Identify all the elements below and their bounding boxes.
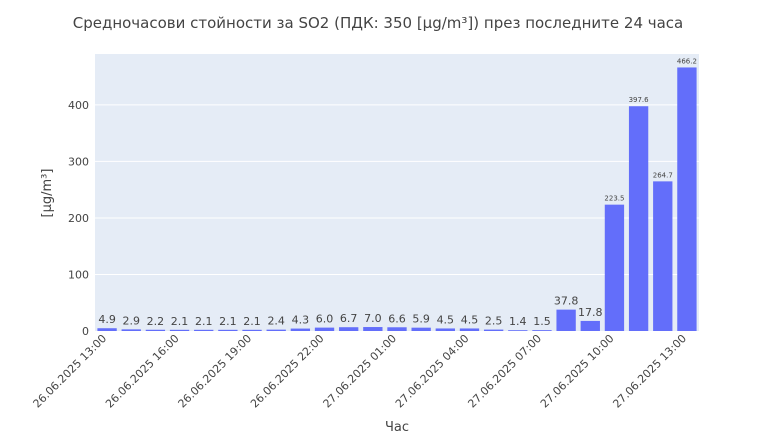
bars — [97, 67, 697, 331]
bar-value-label: 5.9 — [412, 313, 430, 326]
bar-value-label: 397.6 — [629, 96, 650, 104]
bar — [218, 329, 238, 331]
bar — [459, 328, 480, 331]
x-tick-label: 27.06.2025 07:00 — [465, 332, 544, 411]
x-tick-label: 26.06.2025 16:00 — [103, 332, 182, 411]
bar — [339, 327, 359, 331]
bar — [194, 329, 214, 331]
y-axis-ticks: 0 100 200 300 400 — [68, 99, 89, 338]
bar — [556, 309, 576, 331]
x-axis-title: Час — [385, 420, 409, 432]
bar-value-label: 264.7 — [653, 171, 673, 179]
bar-value-label: 4.5 — [437, 313, 455, 326]
bar — [169, 329, 190, 331]
bar — [387, 327, 407, 331]
bar-value-label: 6.6 — [388, 312, 406, 325]
bar-value-label: 6.7 — [340, 312, 358, 325]
x-tick-label: 27.06.2025 04:00 — [393, 332, 472, 411]
bar — [604, 204, 625, 331]
bar-value-label: 1.4 — [509, 315, 527, 328]
plot-area — [95, 54, 699, 331]
bar-value-label: 2.4 — [267, 315, 285, 328]
bar — [290, 328, 311, 331]
bar-value-label: 223.5 — [604, 195, 624, 203]
bar-value-label: 2.1 — [219, 315, 237, 328]
bar-value-labels: 4.9 2.9 2.2 2.1 2.1 2.1 2.1 2.4 4.3 6.0 6.7 7.0 6.6 5… — [98, 57, 697, 328]
bar — [266, 329, 286, 331]
x-tick-label: 26.06.2025 22:00 — [248, 332, 327, 411]
bar-value-label: 4.5 — [461, 313, 479, 326]
bar-value-label: 466.2 — [677, 57, 697, 65]
bar-value-label: 37.8 — [554, 295, 579, 308]
bar-value-label: 2.1 — [195, 315, 213, 328]
bar — [532, 330, 552, 331]
x-tick-label: 27.06.2025 13:00 — [610, 332, 689, 411]
y-tick-label: 300 — [68, 155, 89, 168]
bar — [677, 67, 697, 331]
bar — [508, 330, 528, 331]
bar — [363, 327, 383, 331]
y-axis-title: [µg/m³] — [40, 169, 55, 218]
bar — [580, 320, 600, 331]
bar — [121, 329, 141, 331]
bar — [435, 328, 455, 331]
bar-value-label: 2.5 — [485, 315, 503, 328]
bar-value-label: 2.9 — [122, 314, 140, 327]
bar — [628, 106, 649, 331]
bar-value-label: 1.5 — [533, 315, 551, 328]
bar-value-label: 2.2 — [147, 315, 165, 328]
bar — [97, 328, 117, 331]
bar-value-label: 4.9 — [98, 313, 116, 326]
x-tick-label: 27.06.2025 10:00 — [538, 332, 617, 411]
x-tick-label: 26.06.2025 19:00 — [176, 332, 255, 411]
x-tick-label: 27.06.2025 01:00 — [320, 332, 399, 411]
gridlines — [95, 104, 699, 275]
bar-value-label: 2.1 — [171, 315, 189, 328]
x-tick-label: 26.06.2025 13:00 — [31, 332, 110, 411]
chart-title: Средночасови стойности за SO2 (ПДК: 350 … — [73, 14, 684, 32]
bar-value-label: 17.8 — [578, 306, 603, 319]
y-tick-label: 100 — [68, 268, 89, 281]
bar — [242, 329, 262, 331]
bar-value-label: 7.0 — [364, 312, 382, 325]
bar-value-label: 2.1 — [243, 315, 261, 328]
bar — [411, 327, 431, 331]
bar-value-label: 4.3 — [292, 314, 310, 327]
bar — [483, 329, 504, 331]
y-tick-label: 400 — [68, 99, 89, 112]
bar — [653, 181, 673, 331]
y-tick-label: 0 — [82, 325, 89, 338]
bar-value-label: 6.0 — [316, 313, 334, 326]
bar — [314, 327, 335, 331]
y-tick-label: 200 — [68, 212, 89, 225]
bar — [145, 329, 166, 331]
